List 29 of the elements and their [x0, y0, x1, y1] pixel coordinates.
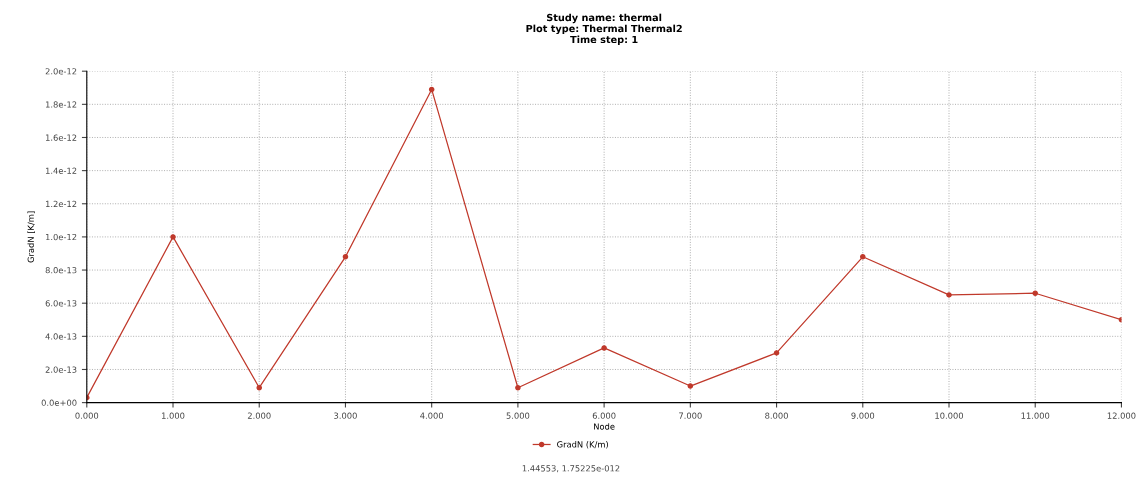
y-tick-label: 6.0e-13 [45, 300, 77, 307]
y-axis-title: GradN [K/m] [27, 211, 35, 263]
x-tick-label: 0.000 [75, 412, 99, 419]
chart-title: Study name: thermal Plot type: Thermal Thermal2 Time step: 1 [526, 13, 682, 45]
x-tick-label: 9.000 [851, 412, 875, 419]
y-tick-label: 1.6e-12 [45, 134, 77, 141]
x-tick-label: 10.000 [935, 412, 964, 419]
text: 1.44553, 1.75225e-012 [522, 465, 620, 473]
y-tick-label: 1.2e-12 [45, 200, 77, 208]
y-tick-label: 2.0e-13 [45, 366, 77, 373]
y-tick-label: 1.4e-12 [45, 167, 77, 174]
y-tick-label: 1.8e-12 [45, 101, 77, 108]
x-tick-label: 4.000 [420, 412, 444, 419]
x-tick-label: 8.000 [765, 412, 788, 419]
x-tick-label: 12.000 [1107, 412, 1136, 419]
y-tick-label: 1.0e-12 [45, 233, 77, 241]
x-tick-label: 5.000 [506, 412, 530, 419]
x-tick-label: 3.000 [334, 412, 357, 419]
x-tick-label: 1.000 [162, 412, 185, 419]
x-tick-label: 2.000 [247, 412, 271, 419]
legend-label: GradN (K/m) [557, 441, 608, 449]
x-tick-label: 11.000 [1021, 412, 1050, 419]
y-tick-label: 0.0e+00 [41, 399, 77, 406]
y-tick-label: 2.0e-12 [45, 68, 77, 75]
y-tick-label: 8.0e-13 [45, 267, 77, 274]
x-tick-label: 6.000 [592, 412, 616, 419]
x-tick-label: 7.000 [679, 412, 702, 419]
x-axis-title: Node [594, 423, 615, 430]
y-tick-label: 4.0e-13 [45, 333, 77, 340]
